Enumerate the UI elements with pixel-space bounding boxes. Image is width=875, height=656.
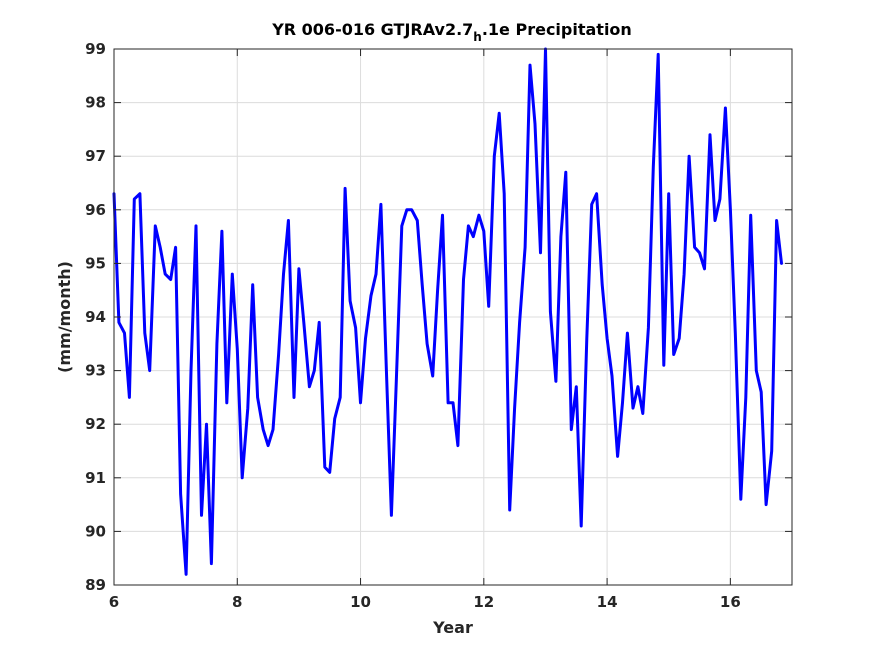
x-tick-label: 14 [597, 593, 618, 611]
chart-title: YR 006-016 GTJRAv2.7h.1e Precipitation [271, 20, 632, 44]
y-tick-label: 94 [85, 308, 106, 326]
chart-title-subscript: h [473, 30, 482, 44]
x-tick-label: 10 [350, 593, 371, 611]
y-tick-label: 91 [85, 469, 106, 487]
y-axis-ticks: 89 90 91 92 93 94 95 96 97 98 99 [85, 40, 792, 594]
y-tick-label: 90 [85, 522, 106, 540]
x-tick-label: 16 [720, 593, 741, 611]
x-tick-label: 8 [232, 593, 242, 611]
y-tick-label: 96 [85, 201, 106, 219]
precipitation-series-line [112, 47, 783, 576]
x-axis-ticks: 6 8 10 12 14 16 [109, 49, 741, 611]
x-axis-label: Year [432, 618, 473, 637]
y-tick-label: 95 [85, 254, 106, 272]
y-tick-label: 97 [85, 147, 106, 165]
x-tick-label: 6 [109, 593, 119, 611]
y-tick-label: 99 [85, 40, 106, 58]
y-axis-label: (mm/month) [55, 261, 74, 373]
y-tick-label: 98 [85, 94, 106, 112]
y-tick-label: 93 [85, 362, 106, 380]
y-tick-label: 92 [85, 415, 106, 433]
y-tick-label: 89 [85, 576, 106, 594]
chart-title-tail: .1e Precipitation [482, 20, 632, 39]
x-tick-label: 12 [473, 593, 494, 611]
